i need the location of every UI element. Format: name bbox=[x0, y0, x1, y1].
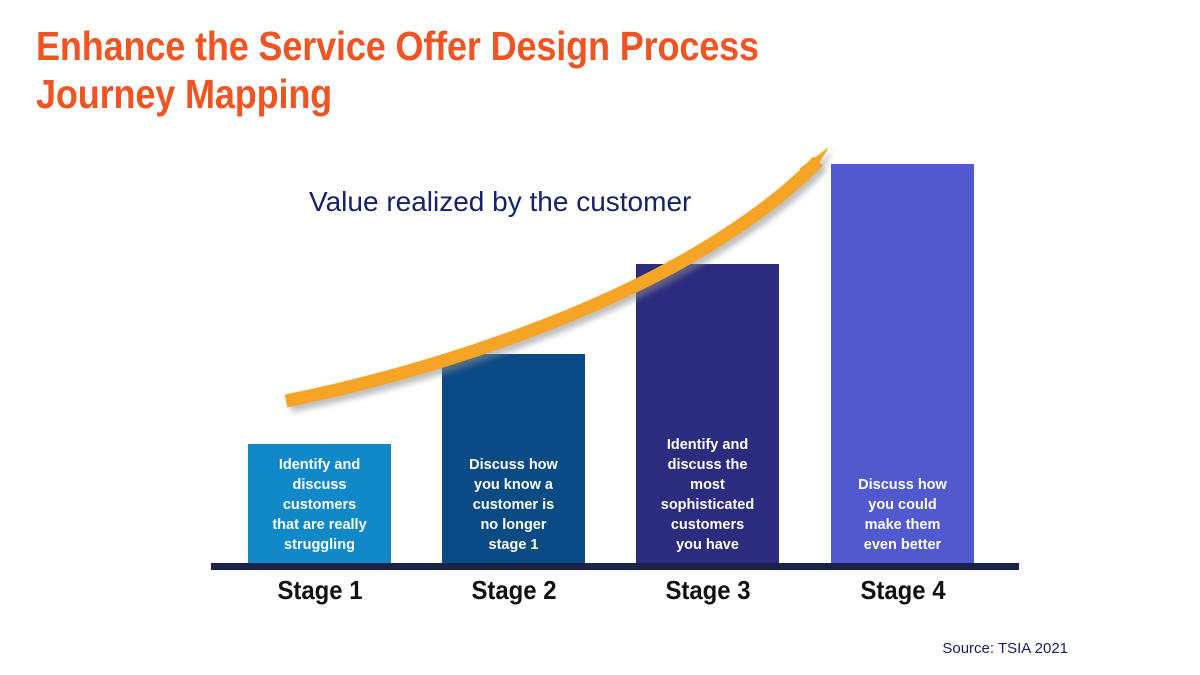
bar-stage-4-label: Discuss how you could make them even bet… bbox=[858, 477, 947, 553]
bar-stage-3-label: Identify and discuss the most sophistica… bbox=[660, 437, 755, 553]
value-caption: Value realized by the customer bbox=[309, 186, 692, 217]
stage-label-1: Stage 1 bbox=[277, 575, 363, 605]
title-line-2: Journey Mapping bbox=[36, 71, 333, 117]
stage-label-2: Stage 2 bbox=[471, 575, 557, 605]
title-line-1: Enhance the Service Offer Design Process bbox=[36, 23, 759, 69]
bar-stage-2-label: Discuss how you know a customer is no lo… bbox=[469, 457, 558, 553]
bar-stage-1: Identify and discuss customers that are … bbox=[248, 444, 391, 563]
stage-label-4: Stage 4 bbox=[860, 575, 946, 605]
bar-stage-3: Identify and discuss the most sophistica… bbox=[636, 264, 779, 563]
bar-stage-1-label: Identify and discuss customers that are … bbox=[272, 457, 367, 553]
source-note: Source: TSIA 2021 bbox=[942, 640, 1068, 657]
stage-label-3: Stage 3 bbox=[665, 575, 751, 605]
bar-stage-4: Discuss how you could make them even bet… bbox=[831, 164, 974, 563]
axis-baseline bbox=[211, 563, 1019, 570]
page-title: Enhance the Service Offer Design Process… bbox=[36, 22, 1016, 118]
bar-stage-2: Discuss how you know a customer is no lo… bbox=[442, 354, 585, 563]
